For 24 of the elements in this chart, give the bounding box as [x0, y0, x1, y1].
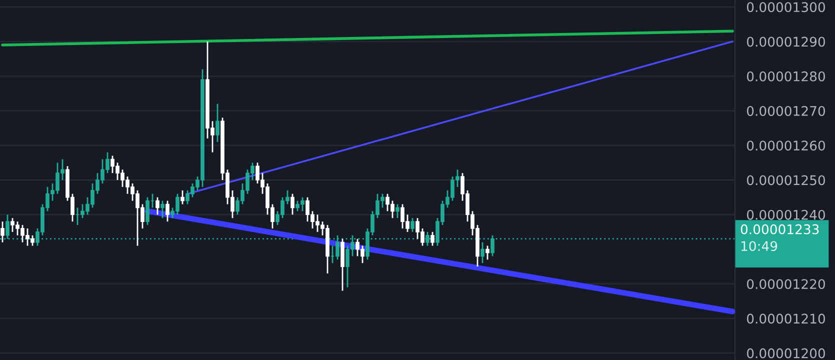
candlestick — [156, 196, 160, 216]
candlestick — [430, 231, 434, 246]
y-tick-label: 0.00001250 — [746, 175, 825, 186]
candlestick — [180, 190, 184, 205]
y-tick-label: 0.00001240 — [746, 210, 825, 220]
y-tick-label: 0.00001290 — [746, 36, 825, 47]
candlestick — [0, 220, 4, 244]
candlestick — [486, 245, 490, 260]
y-tick-label: 0.00001200 — [746, 348, 825, 358]
y-tick-label: 0.00001220 — [746, 279, 825, 290]
candlestick — [410, 217, 414, 233]
y-tick-label: 0.00001210 — [746, 314, 825, 324]
candlestick — [216, 103, 220, 143]
y-tick-label: 0.00001300 — [746, 2, 825, 12]
text: 10:49 — [741, 241, 778, 252]
ref-line-label: 0.00001233 — [740, 224, 819, 234]
candlestick — [166, 200, 170, 222]
candlestick — [290, 193, 294, 216]
y-tick-label: 0.00001270 — [746, 106, 825, 116]
candlestick — [480, 242, 484, 264]
y-tick-label: 0.00001280 — [746, 71, 825, 82]
candlestick — [160, 200, 164, 219]
y-tick-label: 0.00001260 — [746, 140, 825, 151]
candlestick — [396, 204, 400, 219]
